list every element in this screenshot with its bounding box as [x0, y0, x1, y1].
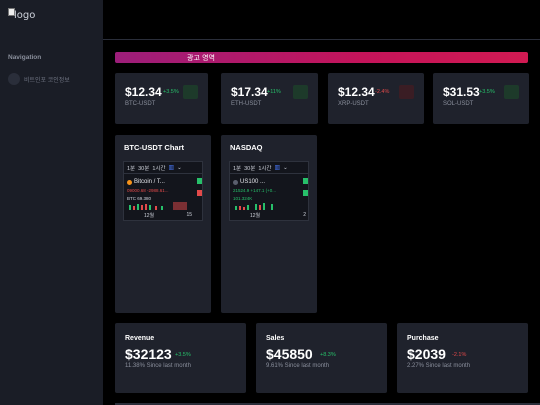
candle-icon[interactable]: ▥: [168, 165, 175, 171]
sparkline-icon: [183, 85, 198, 99]
bitcoin-icon: [127, 179, 132, 185]
x-axis-label: 15: [186, 212, 192, 218]
ticker-card-sol[interactable]: $31.53 +3.5% SOL-USDT: [433, 73, 529, 124]
widget-volume: BTC 69.380: [127, 196, 152, 201]
stat-title: Revenue: [125, 335, 155, 342]
x-axis-label: 12월: [250, 213, 261, 219]
ticker-symbol: XRP-USDT: [338, 101, 369, 107]
widget-symbol: US100 ...: [233, 179, 265, 185]
index-icon: [233, 179, 238, 185]
interval-bar: 1분 30분 1시간 ▥ ⌄: [230, 162, 308, 174]
stat-change: +3.5%: [175, 352, 191, 358]
stat-change: +8.3%: [320, 352, 336, 358]
sidebar: logo Navigation 비트인포 코인정보: [0, 0, 103, 405]
stat-card-sales[interactable]: Sales $45850 +8.3% 9.61% Since last mont…: [256, 323, 387, 393]
chart-card-nasdaq: NASDAQ 1분 30분 1시간 ▥ ⌄ US100 ... 21524.9 …: [221, 135, 317, 313]
logo-alt-text: logo: [14, 10, 36, 21]
ticker-card-btc[interactable]: $12.34 +3.5% BTC-USDT: [115, 73, 208, 124]
ticker-change: +3.5%: [479, 89, 495, 95]
chart-title: BTC-USDT Chart: [124, 143, 184, 152]
candles-chart: [235, 203, 273, 210]
trading-widget[interactable]: 1분 30분 1시간 ▥ ⌄ Bitcoin / T... 09000.68 -…: [123, 161, 203, 221]
stat-title: Purchase: [407, 335, 439, 342]
interval-1h[interactable]: 1시간: [152, 165, 166, 172]
stat-subtext: 2.27% Since last month: [407, 363, 471, 369]
ticker-symbol: SOL-USDT: [443, 101, 474, 107]
ad-banner[interactable]: 광고 영역: [115, 52, 528, 63]
interval-1m[interactable]: 1분: [127, 165, 136, 172]
interval-30m[interactable]: 30분: [138, 165, 150, 172]
chevron-down-icon[interactable]: ⌄: [283, 164, 288, 171]
ticker-price: $31.53: [443, 85, 480, 99]
widget-values: 09000.68 -2988.61...: [127, 188, 169, 193]
widget-volume: 101.324K: [233, 196, 253, 201]
stat-value: $2039: [407, 346, 446, 362]
sparkline-icon: [399, 85, 414, 99]
x-axis-label: 12월: [144, 213, 155, 219]
ticker-price: $17.34: [231, 85, 268, 99]
stat-subtext: 11.38% Since last month: [125, 363, 191, 369]
stat-value: $45850: [266, 346, 313, 362]
candle-icon[interactable]: ▥: [274, 165, 281, 171]
stat-change: -2.1%: [452, 352, 467, 358]
ticker-symbol: BTC-USDT: [125, 101, 156, 107]
circle-avatar-icon: [8, 73, 20, 85]
ad-label: 광고 영역: [187, 54, 215, 62]
nav-heading: Navigation: [8, 54, 42, 61]
x-axis-label: 2: [303, 212, 306, 218]
stat-value: $32123: [125, 346, 172, 362]
candles-chart: [129, 202, 187, 210]
divider: [115, 403, 540, 405]
ticker-price: $12.34: [338, 85, 375, 99]
side-button[interactable]: [197, 190, 202, 196]
widget-values: 21524.9 +147.1 (+0...: [233, 188, 277, 193]
side-button[interactable]: [303, 190, 308, 196]
interval-1m[interactable]: 1분: [233, 165, 242, 172]
stat-title: Sales: [266, 335, 285, 342]
interval-1h[interactable]: 1시간: [258, 165, 272, 172]
widget-symbol: Bitcoin / T...: [127, 179, 165, 185]
broken-image-icon: [8, 8, 15, 16]
stat-card-purchase[interactable]: Purchase $2039 -2.1% 2.27% Since last mo…: [397, 323, 528, 393]
trading-widget[interactable]: 1분 30분 1시간 ▥ ⌄ US100 ... 21524.9 +147.1 …: [229, 161, 309, 221]
sidebar-item-label: 비트인포 코인정보: [24, 77, 70, 84]
stat-card-revenue[interactable]: Revenue $32123 +3.5% 11.38% Since last m…: [115, 323, 246, 393]
side-button[interactable]: [197, 178, 202, 184]
ticker-price: $12.34: [125, 85, 162, 99]
chart-title: NASDAQ: [230, 143, 263, 152]
logo[interactable]: logo: [8, 6, 38, 22]
interval-30m[interactable]: 30분: [244, 165, 256, 172]
stat-subtext: 9.61% Since last month: [266, 363, 330, 369]
sparkline-icon: [504, 85, 519, 99]
chevron-down-icon[interactable]: ⌄: [177, 164, 182, 171]
ticker-change: +11%: [267, 89, 281, 95]
ticker-change: -2.4%: [375, 89, 390, 95]
ticker-change: +3.5%: [163, 89, 179, 95]
ticker-card-eth[interactable]: $17.34 +11% ETH-USDT: [221, 73, 318, 124]
ticker-card-xrp[interactable]: $12.34 -2.4% XRP-USDT: [328, 73, 424, 124]
side-button[interactable]: [303, 178, 308, 184]
sidebar-item-coin-info[interactable]: 비트인포 코인정보: [8, 73, 70, 85]
interval-bar: 1분 30분 1시간 ▥ ⌄: [124, 162, 202, 174]
chart-card-btc: BTC-USDT Chart 1분 30분 1시간 ▥ ⌄ Bitcoin / …: [115, 135, 211, 313]
sparkline-icon: [293, 85, 308, 99]
ticker-symbol: ETH-USDT: [231, 101, 262, 107]
